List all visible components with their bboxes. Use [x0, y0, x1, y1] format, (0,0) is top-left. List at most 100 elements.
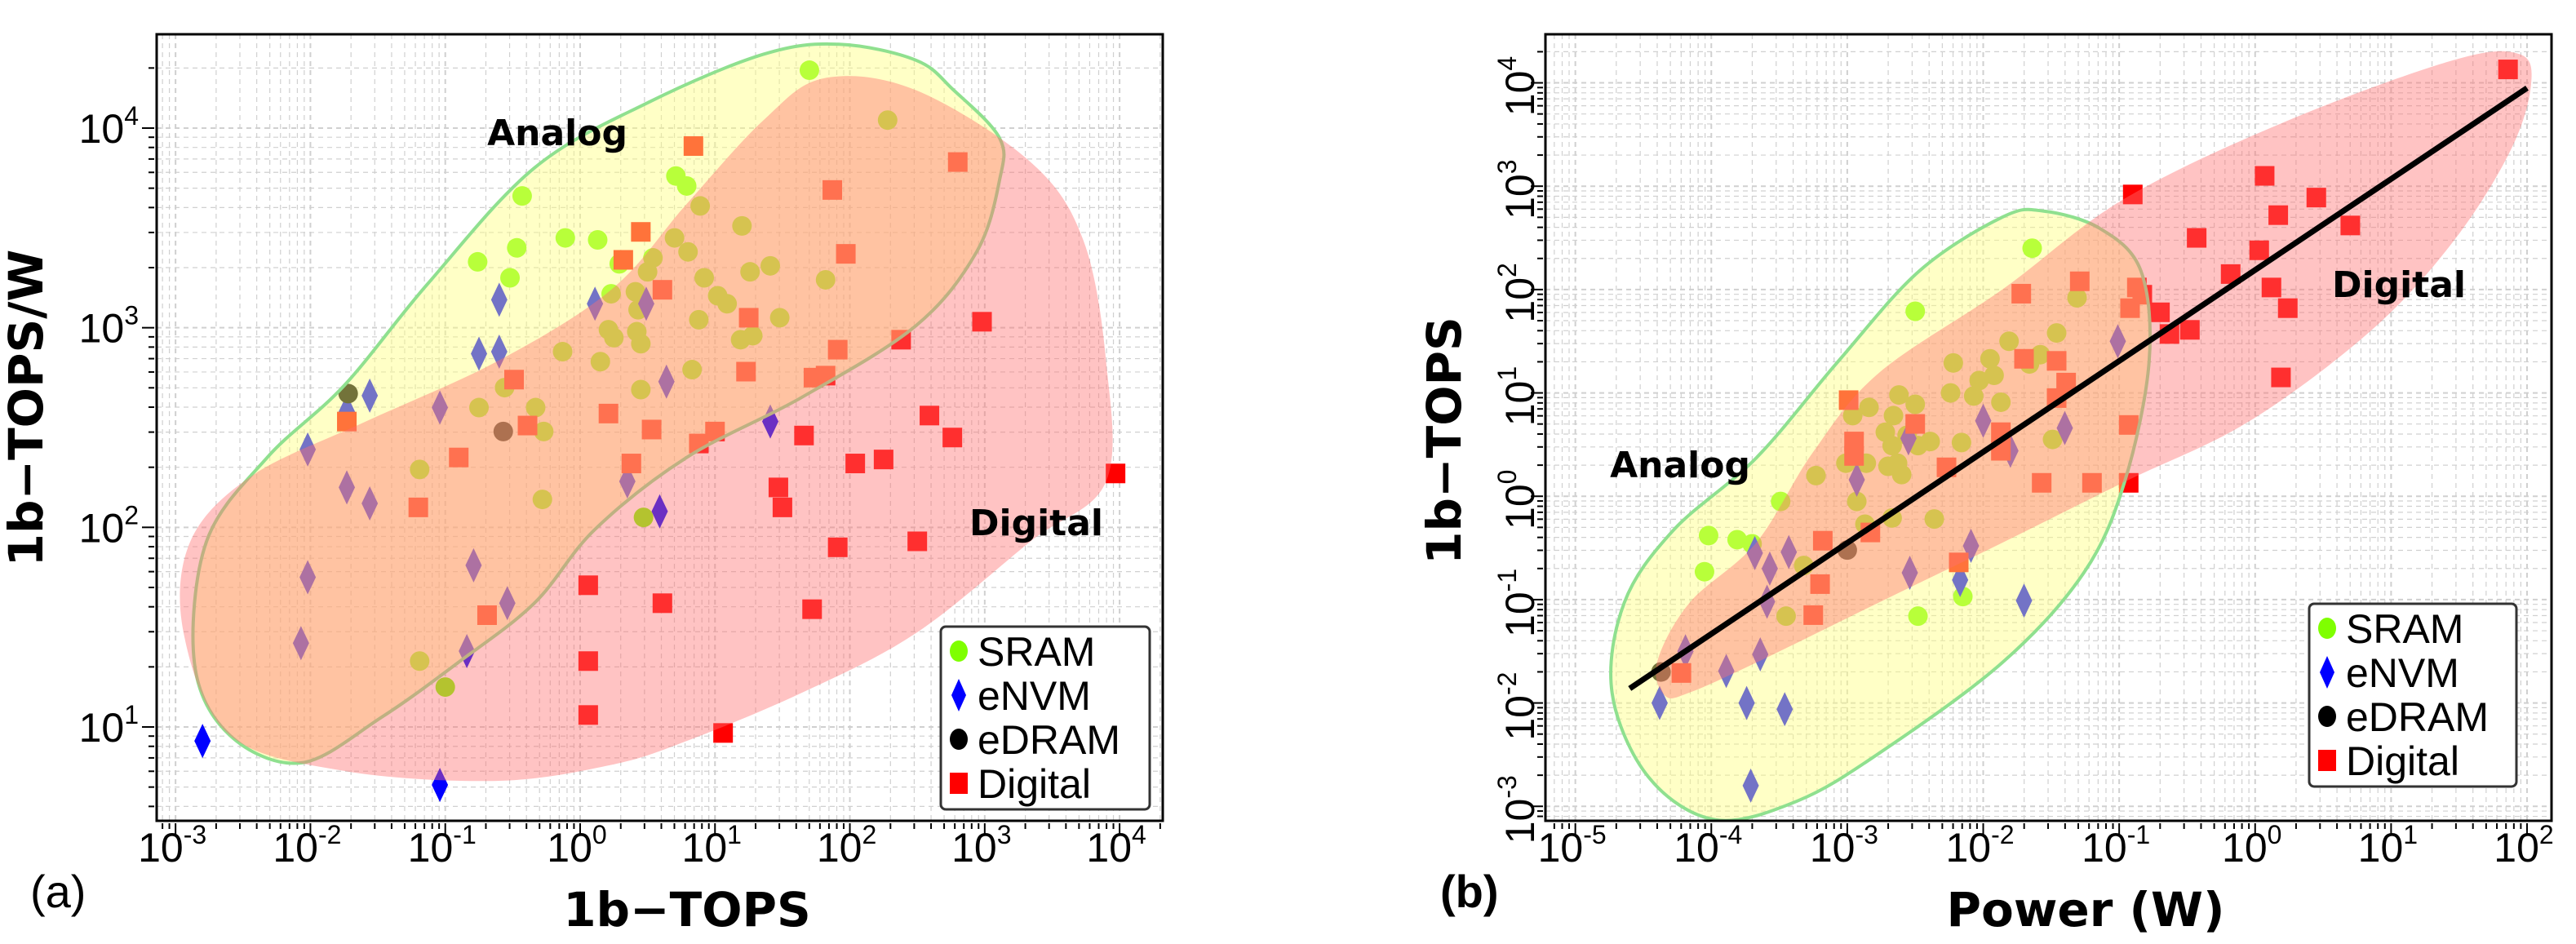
data-point-sram — [1889, 385, 1909, 406]
y-tick-label: 10-2 — [1492, 672, 1543, 741]
tick-base: 10 — [1945, 825, 1991, 871]
data-point-sram — [435, 677, 455, 698]
data-point-envm — [299, 560, 317, 595]
data-point-sram — [664, 228, 685, 248]
data-point-sram — [500, 268, 521, 288]
y-tick-label: 104 — [79, 101, 139, 152]
series-sram — [1694, 238, 2087, 627]
data-point-envm — [2109, 324, 2126, 359]
data-point-sram — [410, 651, 430, 671]
tick-exponent: -3 — [1855, 820, 1878, 849]
data-point-sram — [1951, 432, 1971, 453]
chart-panel-b: 10-5 10-4 10-3 10-2 10-1 100 101 10210-310-210-… — [1417, 33, 2554, 937]
analog-region — [1609, 207, 2153, 821]
tick-base: 10 — [2494, 825, 2539, 871]
data-point-envm — [1761, 551, 1778, 586]
data-point-sram — [1980, 348, 2000, 369]
chart-panel-a: 10-3 10-2 10-1 100 101 102 103 1041011021031041… — [0, 33, 1164, 937]
tick-base: 10 — [273, 825, 318, 871]
data-point-digital — [907, 531, 928, 552]
tick-exponent: 2 — [2539, 820, 2554, 849]
data-point-sram — [694, 268, 715, 288]
tick-base: 10 — [1810, 825, 1856, 871]
data-point-digital — [621, 454, 641, 474]
data-point-digital — [2082, 472, 2102, 493]
data-point-sram — [631, 334, 651, 354]
legend-marker-edram — [950, 729, 968, 750]
data-point-envm — [1848, 462, 1865, 497]
data-point-sram — [682, 360, 703, 380]
data-point-sram — [1940, 383, 1961, 403]
data-point-edram — [493, 421, 513, 441]
x-tick-label: 10-1 — [2082, 820, 2150, 871]
data-point-sram — [1883, 406, 1904, 426]
tick-exponent: 3 — [997, 820, 1012, 849]
data-point-envm — [194, 724, 211, 759]
x-tick-label: 104 — [1086, 820, 1146, 871]
tick-exponent: -5 — [1583, 820, 1606, 849]
y-tick-label: 103 — [1492, 160, 1543, 219]
series-envm — [1651, 324, 2126, 803]
legend-marker-digital — [2318, 750, 2336, 771]
panel-label: (b) — [1440, 866, 1499, 917]
tick-exponent: 1 — [727, 820, 742, 849]
tick-base: 10 — [1497, 71, 1543, 117]
data-point-digital — [2268, 205, 2289, 225]
data-point-digital — [736, 361, 756, 382]
data-point-sram — [1905, 301, 1926, 321]
data-point-digital — [578, 705, 598, 725]
data-point-sram — [1727, 530, 1747, 550]
x-tick-label: 102 — [817, 820, 876, 871]
data-point-sram — [625, 281, 645, 302]
data-point-digital — [2032, 472, 2052, 493]
data-point-sram — [1984, 366, 2004, 386]
y-tick-label: 103 — [79, 301, 139, 352]
data-point-envm — [1718, 654, 1735, 689]
y-tick-label: 102 — [79, 500, 139, 551]
data-point-envm — [1776, 692, 1793, 727]
tick-exponent: -3 — [184, 820, 206, 849]
tick-base: 10 — [2222, 825, 2268, 871]
tick-exponent: -2 — [318, 820, 341, 849]
y-axis-title: 1b−TOPS — [1417, 317, 1472, 565]
data-point-digital — [920, 406, 940, 426]
tick-exponent: 0 — [592, 820, 607, 849]
data-point-sram — [740, 262, 760, 282]
data-point-digital — [652, 280, 672, 300]
data-point-digital — [822, 179, 843, 200]
panel-label: (a) — [30, 866, 86, 917]
data-point-sram — [2022, 238, 2042, 259]
data-point-digital — [641, 419, 662, 440]
data-point-digital — [1844, 445, 1864, 466]
analog-region-label: Analog — [487, 113, 627, 154]
data-point-digital — [2014, 348, 2034, 369]
data-point-sram — [468, 251, 488, 272]
data-point-sram — [1806, 465, 1826, 485]
legend-marker-digital — [950, 773, 968, 794]
data-point-digital — [2187, 228, 2207, 248]
data-point-digital — [1810, 574, 1830, 594]
x-tick-label: 10-5 — [1538, 820, 1607, 871]
data-point-sram — [631, 379, 651, 400]
data-point-digital — [794, 425, 814, 445]
tick-base: 10 — [79, 106, 125, 152]
data-point-sram — [1882, 436, 1902, 456]
data-point-sram — [689, 309, 709, 330]
tick-exponent: -1 — [2127, 820, 2150, 849]
data-point-sram — [1905, 394, 1926, 414]
tick-exponent: -4 — [1719, 820, 1742, 849]
tick-base: 10 — [1497, 277, 1543, 323]
legend-marker-sram — [950, 640, 968, 662]
x-tick-label: 10-3 — [138, 820, 206, 871]
tick-base: 10 — [817, 825, 862, 871]
regions — [180, 42, 1113, 782]
data-point-envm — [292, 626, 309, 661]
legend-box — [2308, 602, 2518, 788]
data-point-envm — [339, 470, 356, 505]
data-point-digital — [652, 593, 672, 614]
data-point-sram — [633, 507, 654, 528]
data-point-digital — [2118, 414, 2139, 435]
tick-exponent: 0 — [2268, 820, 2282, 849]
tick-base: 10 — [1497, 484, 1543, 530]
data-point-digital — [503, 370, 524, 390]
